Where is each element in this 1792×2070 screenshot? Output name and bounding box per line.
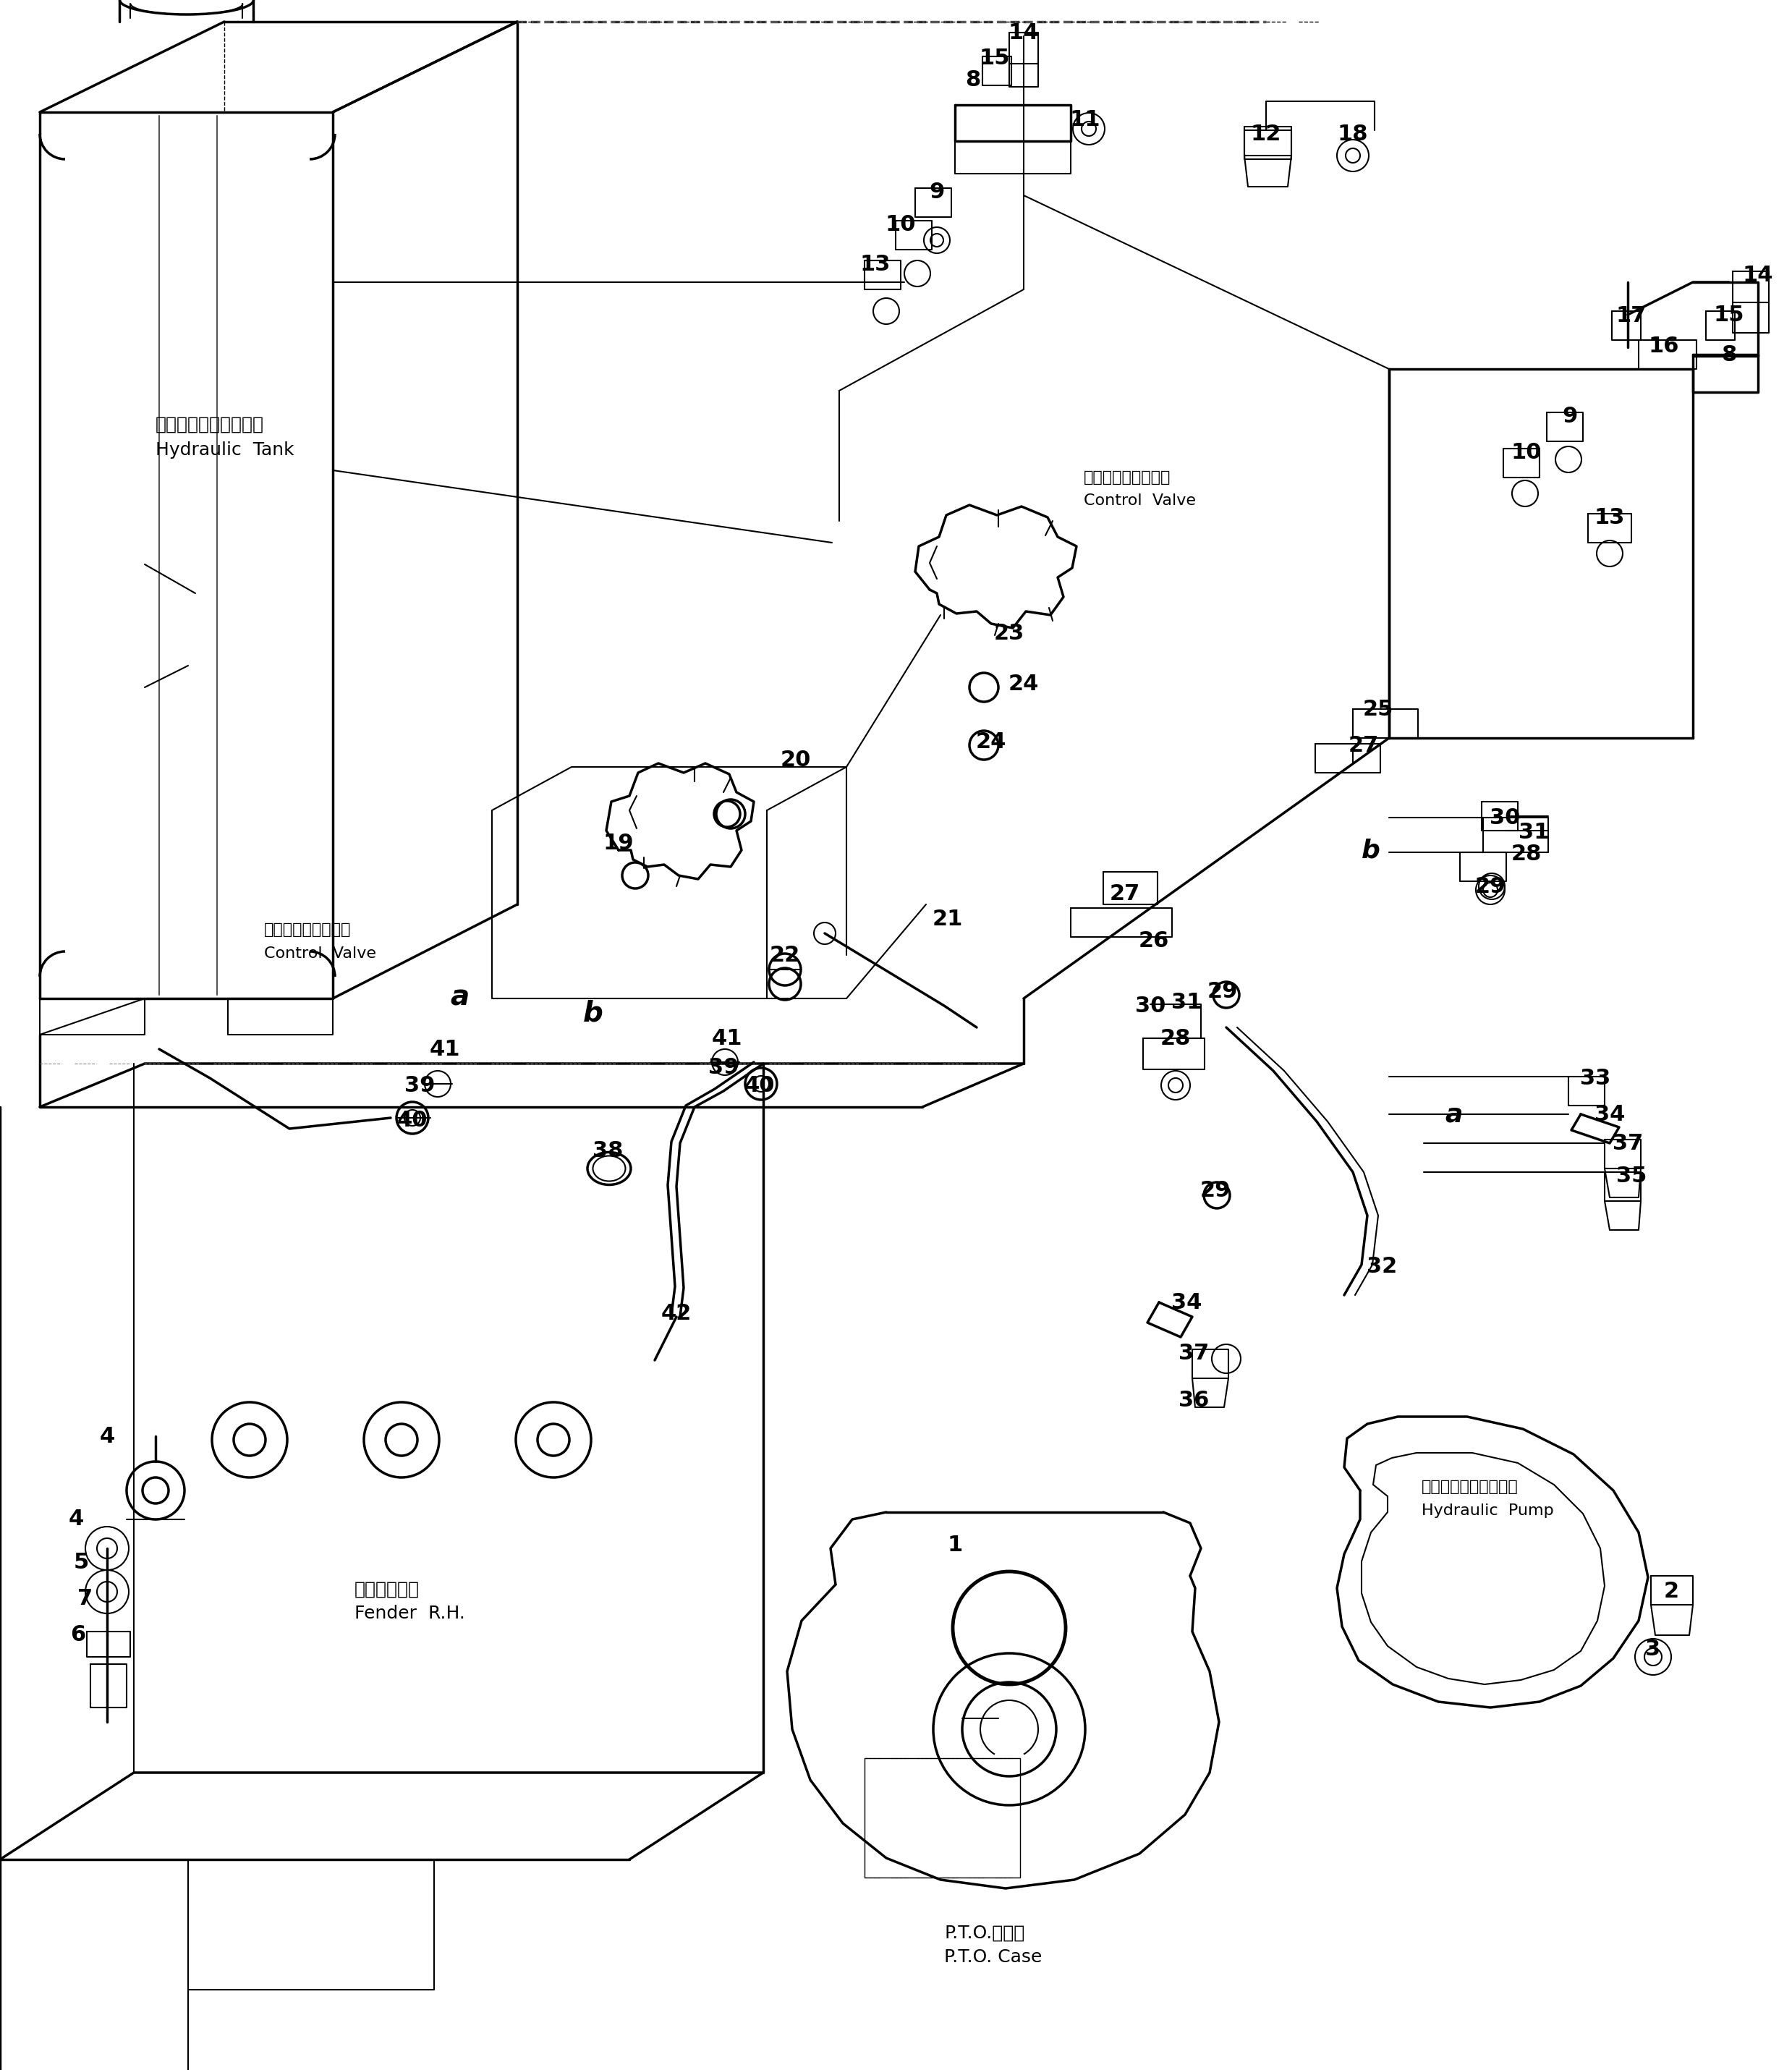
Text: 15: 15 (1713, 304, 1744, 325)
Text: 33: 33 (1581, 1068, 1611, 1089)
Text: 24: 24 (1009, 673, 1039, 693)
Text: P.T.O.ケース: P.T.O.ケース (944, 1925, 1025, 1942)
Text: Control  Valve: Control Valve (1084, 493, 1195, 507)
Text: b: b (1362, 838, 1380, 863)
Text: a: a (450, 983, 470, 1010)
Text: 28: 28 (1511, 842, 1541, 865)
Text: 20: 20 (781, 749, 812, 770)
Text: 9: 9 (928, 182, 944, 203)
Text: 27: 27 (1109, 884, 1140, 905)
Text: 13: 13 (1595, 507, 1625, 528)
Text: 5: 5 (73, 1552, 90, 1573)
Text: b: b (582, 1000, 604, 1027)
Text: 14: 14 (1742, 265, 1774, 286)
Text: 31: 31 (1518, 822, 1548, 842)
Text: 8: 8 (1722, 344, 1736, 364)
Text: 1: 1 (948, 1534, 962, 1555)
Text: 37: 37 (1613, 1132, 1643, 1153)
Text: 30: 30 (1489, 807, 1520, 828)
Text: 9: 9 (1563, 406, 1577, 426)
Text: 4: 4 (68, 1509, 84, 1530)
Text: 26: 26 (1138, 929, 1168, 950)
Text: 39: 39 (405, 1074, 435, 1095)
Text: 41: 41 (430, 1039, 461, 1060)
Text: 10: 10 (885, 213, 916, 234)
Text: ハイドロリックタンク: ハイドロリックタンク (156, 416, 263, 433)
Text: 21: 21 (932, 909, 962, 929)
Text: 13: 13 (860, 255, 891, 275)
Text: コントロールバルブ: コントロールバルブ (263, 923, 351, 938)
Text: 40: 40 (398, 1110, 428, 1130)
Text: 3: 3 (1645, 1639, 1661, 1660)
Text: 38: 38 (593, 1141, 624, 1161)
Text: 35: 35 (1616, 1165, 1647, 1186)
Text: フェンダ　右: フェンダ 右 (355, 1581, 419, 1598)
Text: 34: 34 (1172, 1292, 1202, 1312)
Text: 36: 36 (1179, 1389, 1210, 1410)
Text: 34: 34 (1595, 1103, 1625, 1124)
Text: 16: 16 (1649, 335, 1679, 356)
Text: 37: 37 (1179, 1343, 1210, 1364)
Text: 29: 29 (1475, 876, 1505, 896)
Text: 29: 29 (1201, 1180, 1231, 1201)
Text: 27: 27 (1348, 735, 1380, 756)
Text: 8: 8 (966, 68, 980, 91)
Text: 17: 17 (1616, 304, 1647, 325)
Text: 18: 18 (1337, 124, 1369, 145)
Text: 11: 11 (1070, 110, 1100, 130)
Text: 42: 42 (661, 1302, 692, 1323)
Text: 25: 25 (1364, 698, 1394, 720)
Text: 10: 10 (1511, 441, 1541, 464)
Text: 41: 41 (711, 1029, 742, 1049)
Text: Fender  R.H.: Fender R.H. (355, 1604, 466, 1623)
Text: 24: 24 (977, 731, 1007, 751)
Text: 29: 29 (1208, 981, 1238, 1002)
Text: 4: 4 (99, 1426, 115, 1447)
Text: 40: 40 (744, 1074, 774, 1095)
Text: 7: 7 (77, 1588, 93, 1610)
Text: ハイドロリックポンプ: ハイドロリックポンプ (1421, 1480, 1518, 1495)
Text: 15: 15 (980, 48, 1011, 68)
Text: 23: 23 (995, 623, 1025, 644)
Text: 19: 19 (604, 832, 634, 853)
Text: 6: 6 (70, 1625, 86, 1646)
Text: コントロールバルブ: コントロールバルブ (1084, 470, 1170, 484)
Text: 14: 14 (1009, 23, 1039, 43)
Text: 31: 31 (1172, 992, 1202, 1012)
Text: 32: 32 (1367, 1256, 1398, 1277)
Text: P.T.O. Case: P.T.O. Case (944, 1948, 1041, 1966)
Text: a: a (1446, 1101, 1462, 1126)
Text: 39: 39 (708, 1056, 738, 1078)
Bar (864, 1757, 1020, 1877)
Text: Hydraulic  Pump: Hydraulic Pump (1421, 1503, 1554, 1517)
Text: 28: 28 (1159, 1029, 1192, 1049)
Text: 2: 2 (1663, 1581, 1679, 1602)
Text: Control  Valve: Control Valve (263, 946, 376, 960)
Text: 30: 30 (1134, 996, 1165, 1016)
Text: Hydraulic  Tank: Hydraulic Tank (156, 441, 294, 460)
Text: 12: 12 (1251, 124, 1281, 145)
Text: 22: 22 (771, 944, 801, 965)
